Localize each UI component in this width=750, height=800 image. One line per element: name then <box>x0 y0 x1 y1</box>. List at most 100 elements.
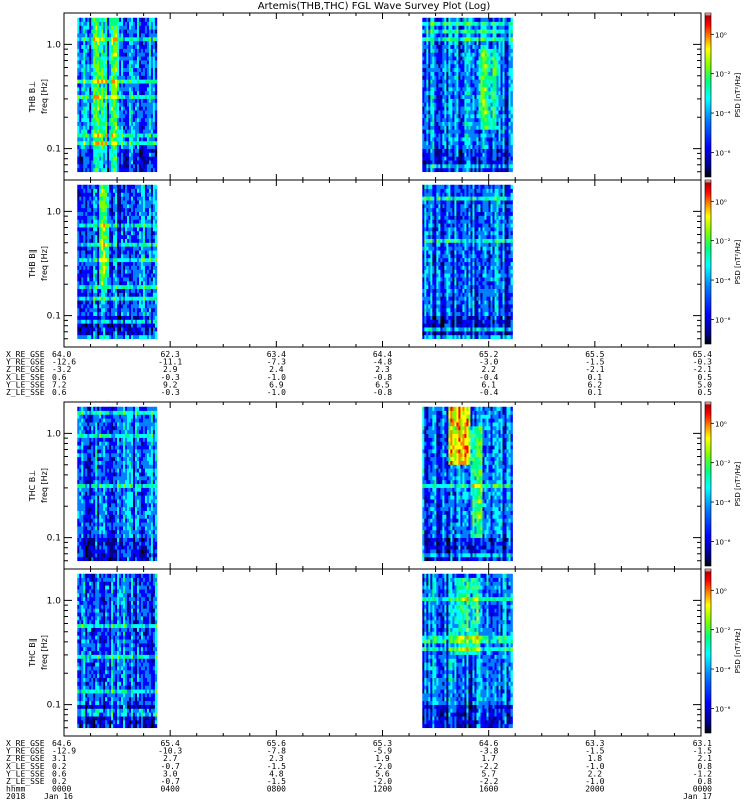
spectrogram-cell <box>142 125 146 130</box>
spectrogram-cell <box>101 156 104 161</box>
spectrogram-cell <box>144 37 148 42</box>
spectrogram-cell <box>89 144 92 149</box>
spectrogram-cell <box>460 102 463 107</box>
spectrogram-cell <box>97 25 100 30</box>
spectrogram-cell <box>111 334 114 340</box>
spectrogram-cell <box>81 219 84 224</box>
spectrogram-cell <box>115 40 118 46</box>
spectrogram-cell <box>131 75 134 80</box>
spectrogram-cell <box>109 296 112 301</box>
spectrogram-cell <box>91 334 94 340</box>
spectrogram-cell <box>140 129 144 134</box>
spectrogram-cell <box>77 211 80 216</box>
spectrogram-cell <box>468 29 471 34</box>
spectrogram-cell <box>452 63 455 69</box>
spectrogram-cell <box>466 29 469 34</box>
spectrogram-cell <box>492 87 495 92</box>
spectrogram-cell <box>109 323 112 328</box>
spectrogram-cell <box>117 223 120 228</box>
spectrogram-cell <box>95 319 98 324</box>
spectrogram-cell <box>482 67 485 72</box>
spectrogram-cell <box>462 167 465 173</box>
spectrogram-cell <box>426 71 429 76</box>
spectrogram-cell <box>504 60 507 65</box>
spectrogram-cell <box>444 33 447 38</box>
spectrogram-cell <box>129 219 132 224</box>
spectrogram-cell <box>103 94 106 99</box>
spectrogram-cell <box>140 273 144 278</box>
spectrogram-cell <box>458 106 461 111</box>
spectrogram-cell <box>117 63 120 69</box>
spectrogram-cell <box>452 164 455 169</box>
spectrogram-cell <box>468 160 471 165</box>
spectrogram-cell <box>136 160 140 165</box>
spectrogram-cell <box>478 121 481 126</box>
spectrogram-cell <box>83 129 86 134</box>
spectrogram-cell <box>136 17 140 22</box>
spectrogram-cell <box>466 148 469 153</box>
spectrogram-cell <box>482 156 485 161</box>
spectrogram-cell <box>127 79 130 84</box>
spectrogram-cell <box>454 106 457 111</box>
spectrogram-cell <box>484 140 487 146</box>
spectrogram-cell <box>508 37 511 42</box>
spectrogram-cell <box>97 219 100 224</box>
spectrogram-cell <box>500 75 503 80</box>
spectrogram-cell <box>81 33 84 38</box>
spectrogram-cell <box>456 102 459 107</box>
spectrogram-cell <box>458 37 461 42</box>
spectrogram-cell <box>138 152 142 157</box>
spectrogram-cell <box>117 29 120 34</box>
spectrogram-cell <box>490 114 493 119</box>
spectrogram-cell <box>95 304 98 309</box>
spectrogram-cell <box>101 37 104 42</box>
spectrogram-cell <box>93 60 96 65</box>
spectrogram-cell <box>77 44 80 49</box>
spectrogram-cell <box>424 156 427 161</box>
spectrogram-cell <box>79 327 82 332</box>
spectrogram-cell <box>134 188 138 193</box>
spectrogram-cell <box>77 152 80 157</box>
spectrogram-cell <box>81 156 84 161</box>
spectrogram-cell <box>131 87 134 92</box>
spectrogram-cell <box>448 79 451 84</box>
spectrogram-cell <box>91 56 94 61</box>
spectrogram-cell <box>450 52 453 57</box>
spectrogram-cell <box>464 87 467 92</box>
spectrogram-cell <box>474 75 477 80</box>
spectrogram-cell <box>488 40 491 46</box>
spectrogram-cell <box>142 284 146 290</box>
spectrogram-cell <box>150 98 154 103</box>
spectrogram-cell <box>146 257 150 263</box>
spectrogram-cell <box>436 79 439 84</box>
spectrogram-cell <box>85 167 88 173</box>
spectrogram-cell <box>464 21 467 26</box>
spectrogram-cell <box>97 114 100 119</box>
spectrogram-cell <box>142 184 146 189</box>
spectrogram-cell <box>79 98 82 103</box>
spectrogram-cell <box>480 25 483 30</box>
spectrogram-cell <box>105 56 108 61</box>
spectrogram-cell <box>486 90 489 96</box>
spectrogram-cell <box>121 304 124 309</box>
spectrogram-cell <box>450 148 453 153</box>
spectrogram-cell <box>508 79 511 84</box>
spectrogram-cell <box>113 56 116 61</box>
spectrogram-cell <box>101 106 104 111</box>
spectrogram-cell <box>454 167 457 173</box>
spectrogram-cell <box>87 311 90 316</box>
spectrogram-cell <box>91 327 94 332</box>
spectrogram-cell <box>470 87 473 92</box>
spectrogram-cell <box>438 63 441 69</box>
spectrogram-cell <box>87 87 90 92</box>
spectrogram-cell <box>442 94 445 99</box>
spectrogram-cell <box>93 319 96 324</box>
spectrogram-cell <box>434 21 437 26</box>
spectrogram-cell <box>148 307 152 313</box>
spectrogram-cell <box>105 200 108 205</box>
spectrogram-cell <box>450 102 453 107</box>
spectrogram-cell <box>422 121 425 126</box>
spectrogram-cell <box>424 98 427 103</box>
spectrogram-cell <box>154 140 158 146</box>
spectrogram-cell <box>444 152 447 157</box>
